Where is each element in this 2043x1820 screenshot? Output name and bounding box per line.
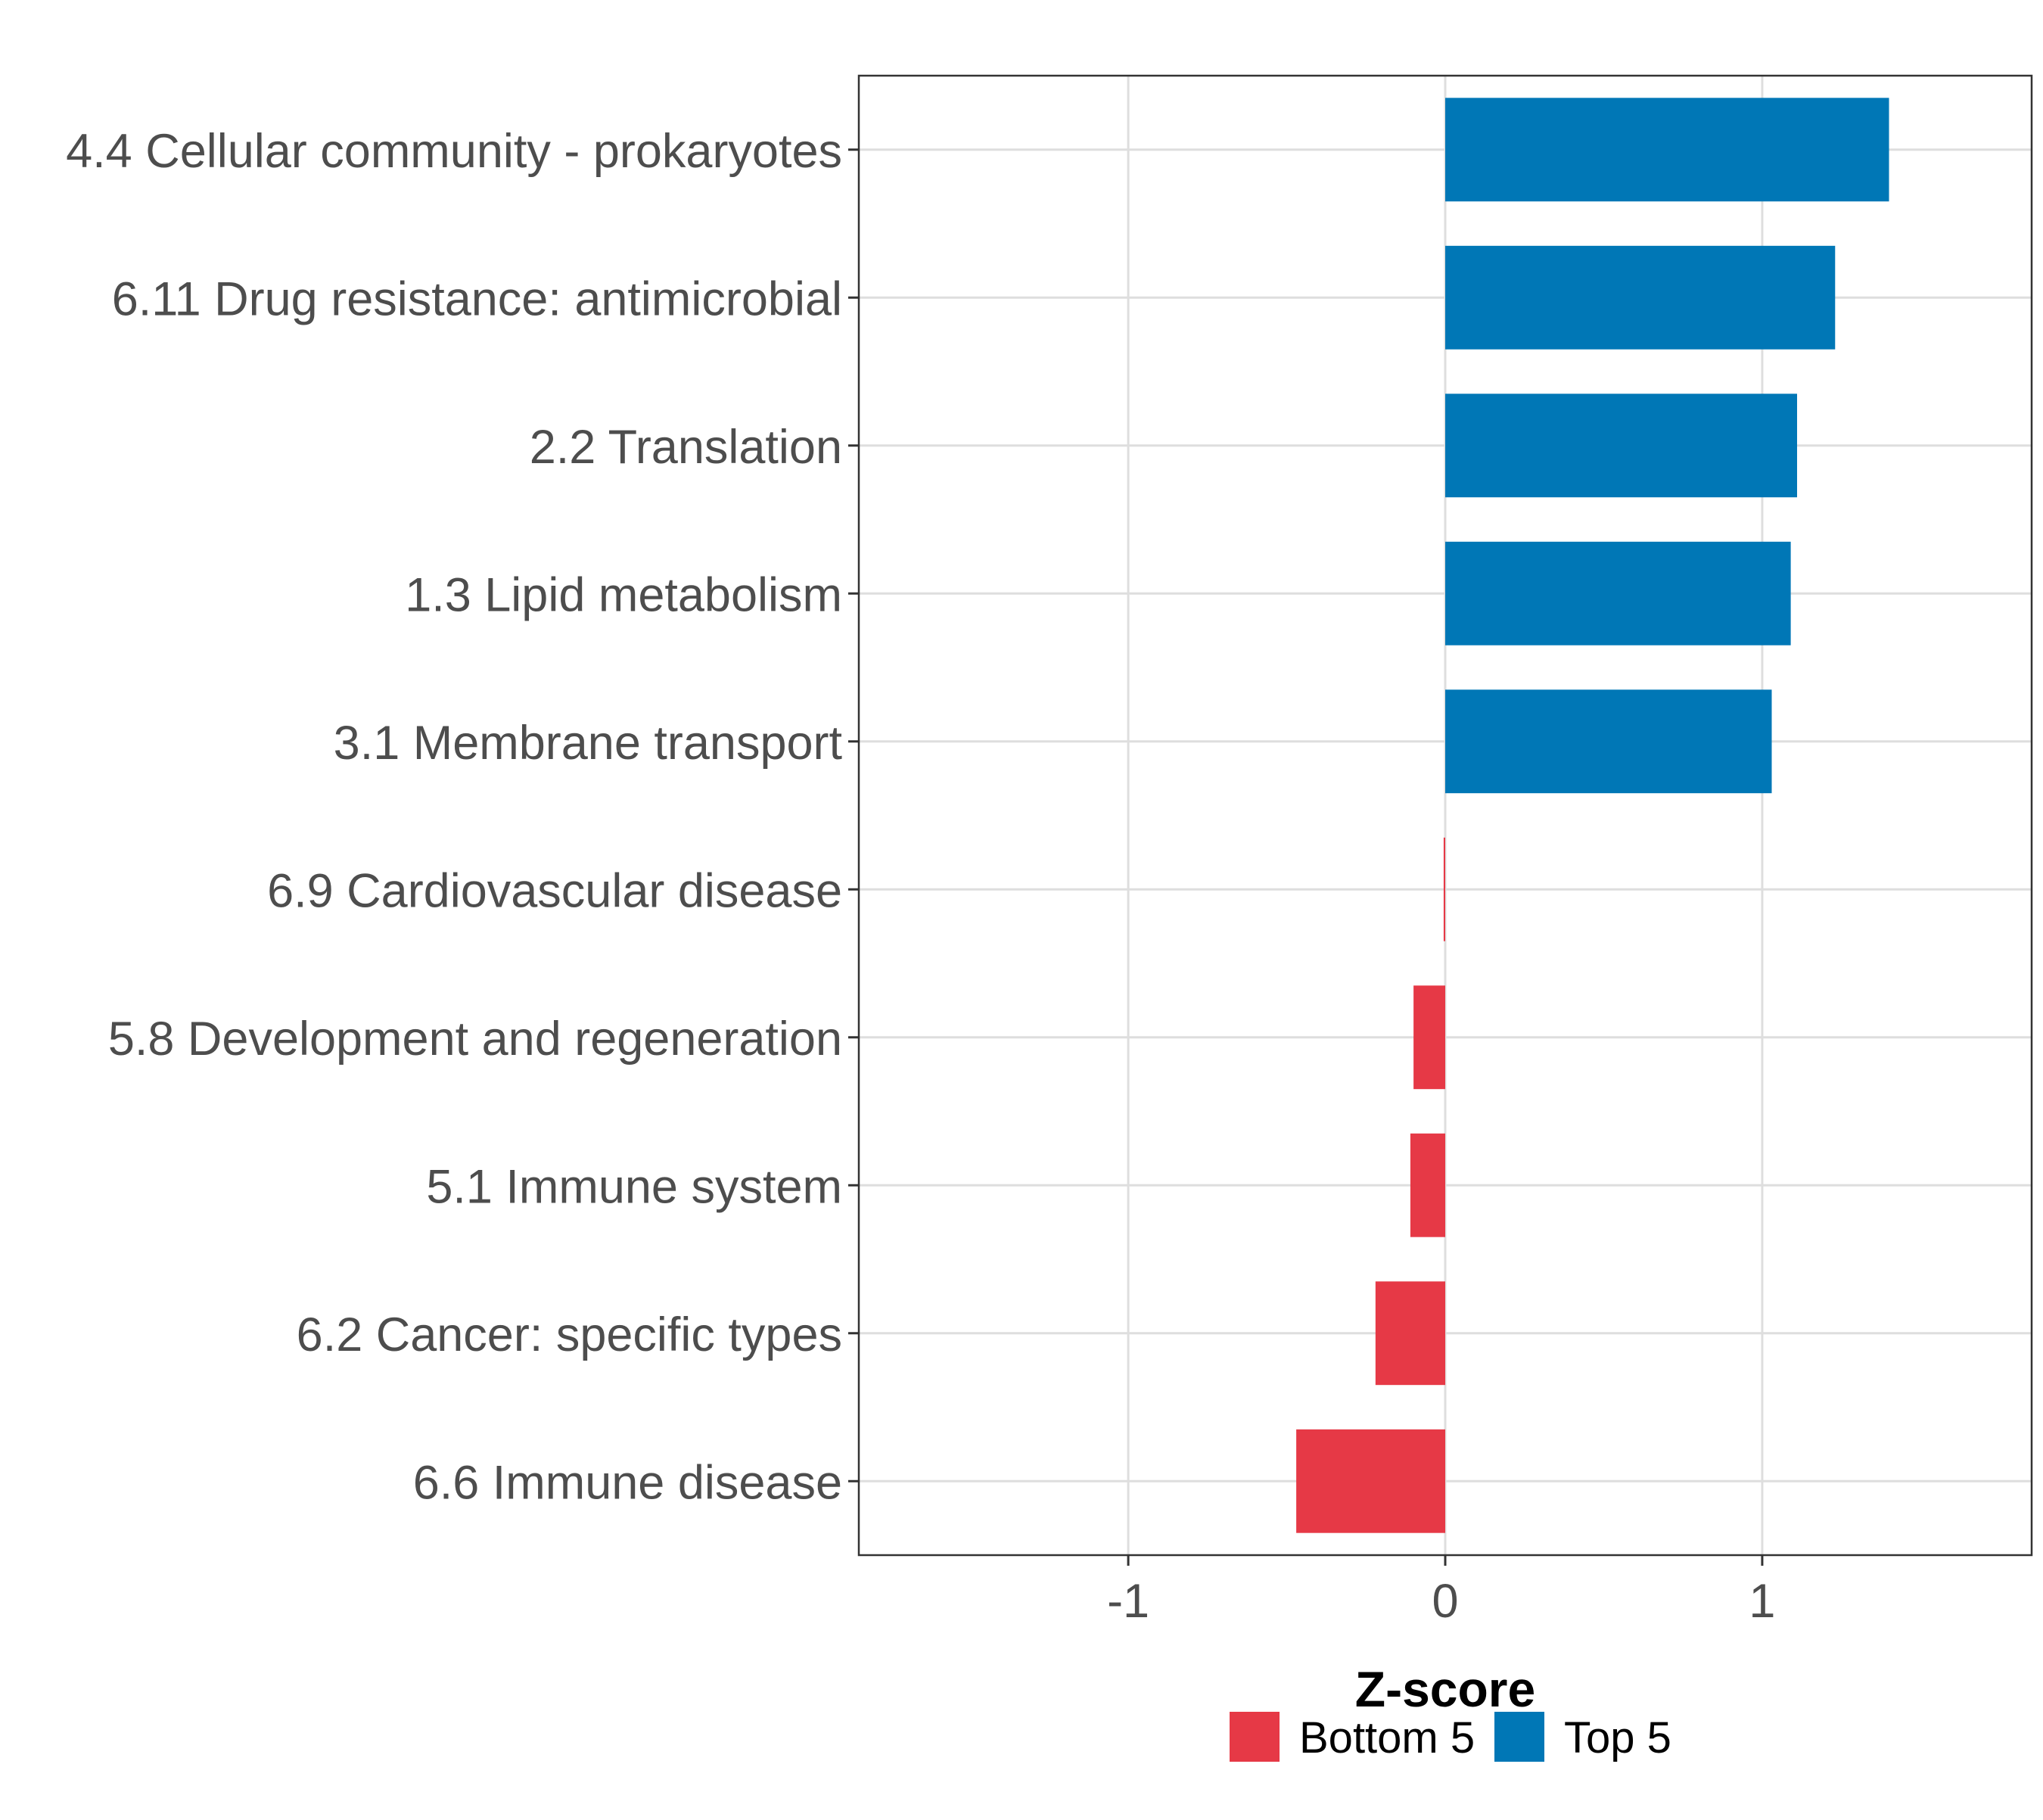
y-tick-label: 3.1 Membrane transport	[334, 717, 843, 770]
legend-label: Top 5	[1564, 1713, 1671, 1762]
y-tick-label: 5.8 Development and regeneration	[108, 1013, 842, 1066]
y-tick-label: 1.3 Lipid metabolism	[405, 568, 842, 621]
legend: Bottom 5 Top 5	[1230, 1712, 1671, 1762]
bar-layer	[1296, 98, 1889, 1533]
y-tick-label: 6.9 Cardiovascular disease	[267, 864, 842, 917]
x-tick-label: 1	[1749, 1575, 1775, 1628]
x-tick-label: -1	[1107, 1575, 1149, 1628]
y-tick-label: 2.2 Translation	[530, 421, 842, 474]
y-tick-label: 4.4 Cellular community - prokaryotes	[66, 125, 842, 178]
bar	[1445, 98, 1889, 202]
bar	[1445, 394, 1797, 498]
x-tick-label: 0	[1432, 1575, 1458, 1628]
legend-key	[1494, 1712, 1544, 1762]
bar	[1445, 245, 1836, 350]
bar	[1375, 1281, 1445, 1386]
y-tick-label: 5.1 Immune system	[426, 1160, 842, 1213]
legend-key	[1230, 1712, 1280, 1762]
axis-layer: 4.4 Cellular community - prokaryotes 6.11…	[66, 125, 1775, 1628]
y-tick-label: 6.6 Immune disease	[413, 1456, 842, 1509]
bar	[1443, 837, 1445, 941]
y-tick-label: 6.11 Drug resistance: antimicrobial	[112, 272, 842, 325]
bar	[1413, 985, 1445, 1090]
y-tick-label: 6.2 Cancer: specific types	[297, 1308, 842, 1361]
bar	[1445, 689, 1772, 794]
bar	[1445, 541, 1791, 646]
bar	[1410, 1133, 1445, 1237]
bar	[1296, 1429, 1445, 1533]
legend-label: Bottom 5	[1299, 1713, 1475, 1762]
x-axis-title: Z-score	[1355, 1661, 1535, 1717]
